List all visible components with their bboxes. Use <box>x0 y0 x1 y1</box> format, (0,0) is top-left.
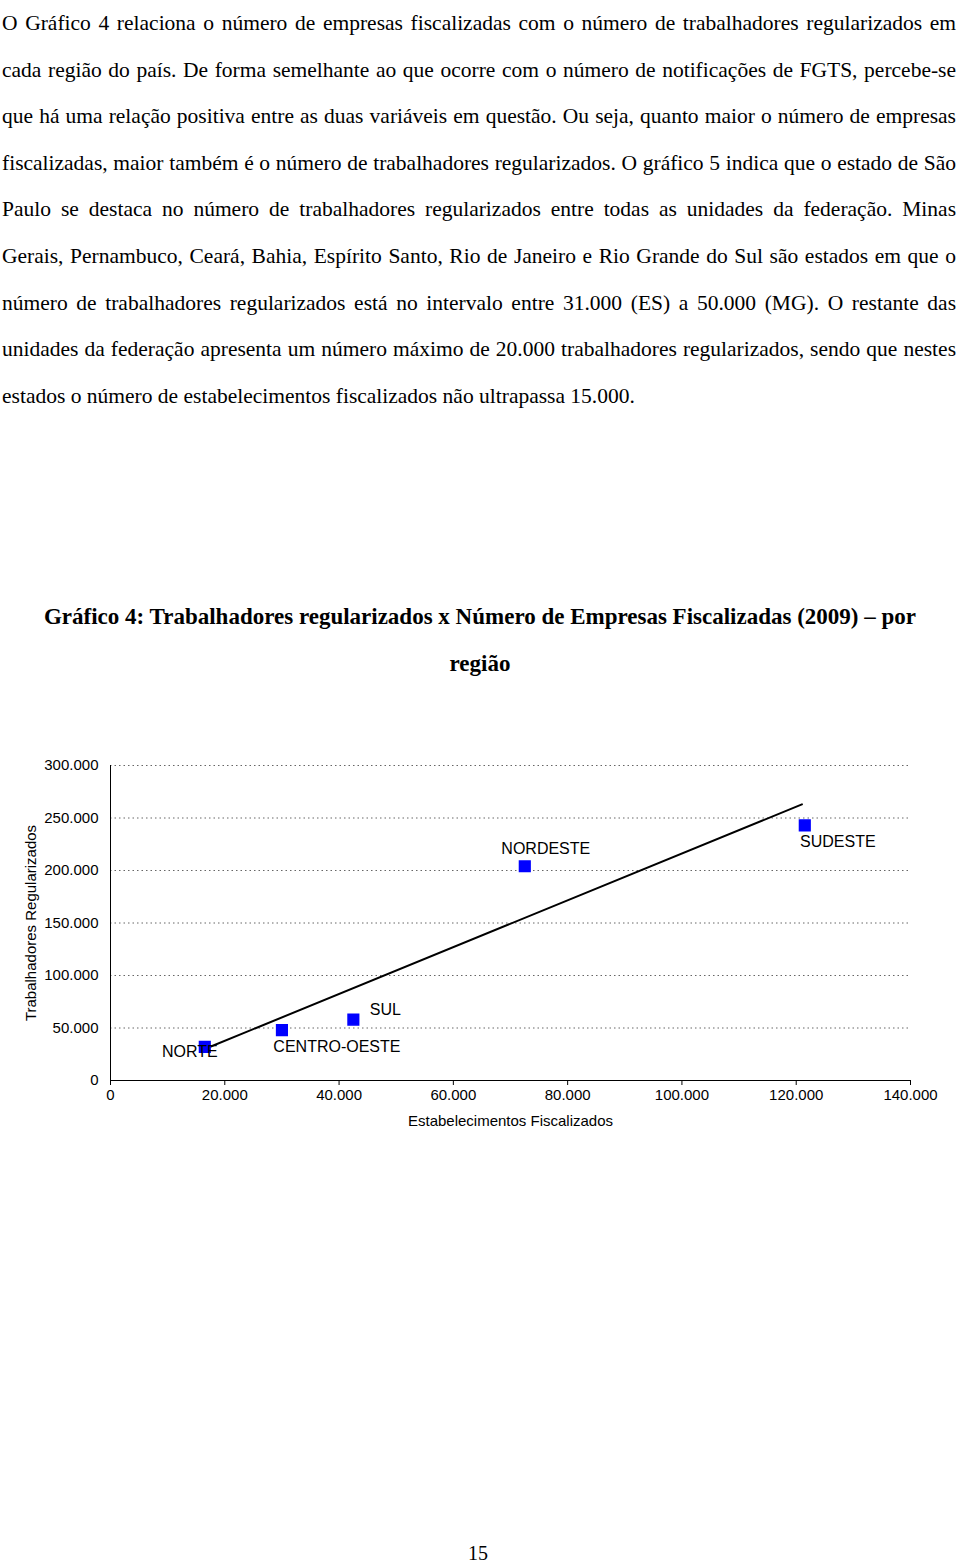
svg-text:150.000: 150.000 <box>44 914 98 931</box>
svg-text:80.000: 80.000 <box>545 1086 591 1103</box>
svg-text:20.000: 20.000 <box>202 1086 248 1103</box>
html-text:O Gráfico 4 relaciona o número: O Gráfico 4 relaciona o número de empres… <box>2 11 956 408</box>
svg-text:250.000: 250.000 <box>44 809 98 826</box>
svg-text:50.000: 50.000 <box>53 1019 99 1036</box>
svg-text:120.000: 120.000 <box>769 1086 823 1103</box>
svg-text:100.000: 100.000 <box>44 966 98 983</box>
html-text:15: 15 <box>468 1542 488 1564</box>
svg-text:300.000: 300.000 <box>44 756 98 773</box>
svg-text:CENTRO-OESTE: CENTRO-OESTE <box>273 1038 400 1055</box>
svg-text:200.000: 200.000 <box>44 861 98 878</box>
svg-text:0: 0 <box>90 1071 98 1088</box>
svg-text:60.000: 60.000 <box>430 1086 476 1103</box>
html-text:Gráfico 4: Trabalhadores regul: Gráfico 4: Trabalhadores regularizados x… <box>44 604 916 676</box>
svg-text:100.000: 100.000 <box>655 1086 709 1103</box>
svg-text:SUL: SUL <box>370 1001 401 1018</box>
svg-text:0: 0 <box>106 1086 114 1103</box>
svg-text:40.000: 40.000 <box>316 1086 362 1103</box>
svg-text:NORTE: NORTE <box>162 1043 218 1060</box>
svg-text:NORDESTE: NORDESTE <box>501 840 590 857</box>
svg-text:Trabalhadores Regularizados: Trabalhadores Regularizados <box>22 825 39 1021</box>
svg-text:140.000: 140.000 <box>883 1086 937 1103</box>
svg-text:Estabelecimentos Fiscalizados: Estabelecimentos Fiscalizados <box>408 1112 613 1129</box>
svg-text:SUDESTE: SUDESTE <box>800 833 876 850</box>
